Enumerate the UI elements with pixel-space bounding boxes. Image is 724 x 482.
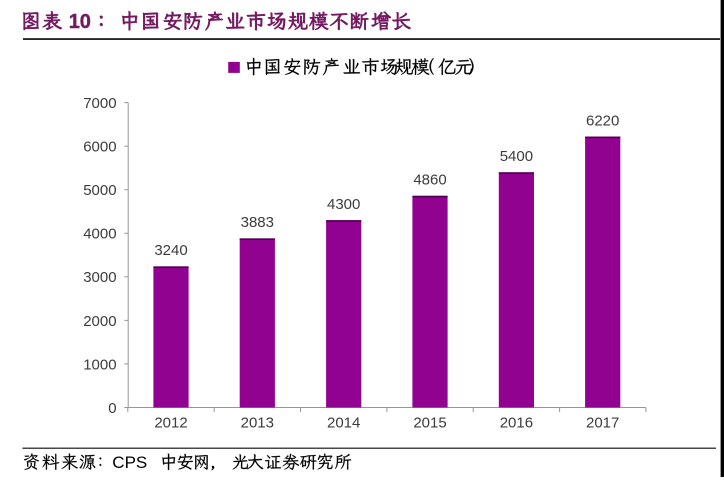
- svg-text:2016: 2016: [500, 415, 533, 432]
- svg-text:2013: 2013: [241, 415, 274, 432]
- svg-text:2015: 2015: [413, 415, 446, 432]
- svg-text:5000: 5000: [83, 182, 116, 199]
- svg-text:1000: 1000: [83, 356, 116, 373]
- svg-text:2014: 2014: [327, 415, 360, 432]
- svg-text:3240: 3240: [154, 242, 187, 259]
- svg-text:4300: 4300: [327, 196, 360, 213]
- svg-text:4860: 4860: [413, 172, 446, 189]
- svg-text:0: 0: [108, 400, 116, 417]
- svg-text:4000: 4000: [83, 226, 116, 243]
- svg-text:10: 10: [69, 11, 91, 33]
- svg-text:CPS: CPS: [112, 453, 147, 472]
- svg-text:3883: 3883: [241, 214, 274, 231]
- svg-text:2012: 2012: [154, 415, 187, 432]
- svg-text:6220: 6220: [586, 112, 619, 129]
- svg-text:3000: 3000: [83, 269, 116, 286]
- svg-text:5400: 5400: [500, 148, 533, 165]
- svg-text:7000: 7000: [83, 95, 116, 112]
- svg-text:6000: 6000: [83, 139, 116, 156]
- svg-text:2017: 2017: [586, 415, 619, 432]
- svg-text:2000: 2000: [83, 313, 116, 330]
